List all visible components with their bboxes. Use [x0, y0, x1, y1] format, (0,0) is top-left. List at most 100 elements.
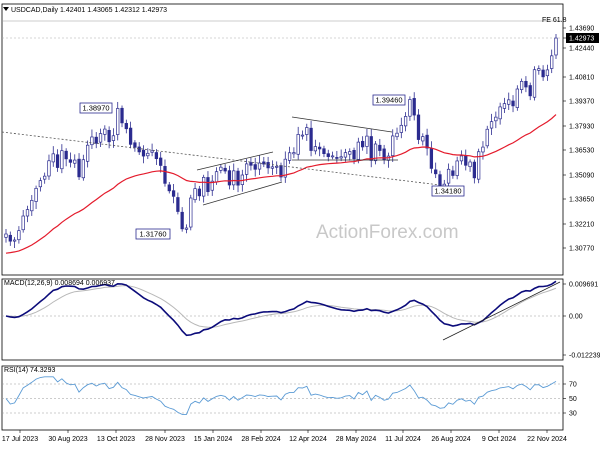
candle-body [98, 133, 103, 143]
candle-body [38, 180, 43, 188]
channel-upper-trendline [196, 151, 274, 171]
swing-label: 1.38970 [82, 104, 109, 113]
last-price-label: 1.42973 [569, 36, 594, 43]
price-axis-label: 1.39370 [569, 99, 594, 106]
candle-body [494, 116, 498, 122]
candle-body [485, 128, 489, 147]
candle-body [348, 151, 352, 155]
candle-body [275, 165, 279, 168]
candle-body [515, 88, 519, 108]
candle-body [4, 233, 8, 238]
swing-label-box [135, 228, 171, 240]
candle-body [502, 103, 507, 109]
macd-axis-label: 0.009691 [569, 282, 598, 289]
candle-body [356, 141, 360, 160]
candle-body [438, 174, 442, 187]
candle-body [309, 127, 313, 151]
axes: 1.43690 1.42973 1.42440 1.40810 1.39370 1.379… [2, 26, 600, 444]
chart-header: USDCAD,Daily 1.42401 1.43065 1.42312 1.4… [11, 7, 167, 14]
candle-body [111, 135, 116, 141]
price-axis-label: 1.30770 [569, 246, 594, 253]
candle-body [236, 170, 240, 186]
candle-body [318, 146, 322, 150]
candle-body [361, 140, 365, 148]
candle-body [434, 169, 438, 175]
candle-body [511, 100, 515, 107]
x-axis-label: 17 Jul 2023 [2, 436, 38, 443]
flag-upper-trendline [291, 116, 393, 133]
candle-body [459, 155, 464, 162]
candle-body [481, 146, 485, 153]
panel-frame [1, 3, 564, 276]
candle-body [159, 157, 163, 166]
x-axis-label: 15 Jan 2024 [194, 436, 233, 443]
candle-body [94, 136, 98, 144]
macd-title: MACD(12,26,9) 0.008694 0.006937 [4, 280, 115, 287]
candle-body [541, 69, 545, 78]
swing-label: 1.34180 [434, 187, 461, 196]
rsi-title: RSI(14) 74.3293 [4, 367, 55, 374]
candle-body [214, 171, 219, 183]
candle-body [391, 135, 395, 157]
price-axis-label: 1.40810 [569, 75, 594, 82]
candle-body [219, 166, 223, 171]
x-axis-label: 28 May 2024 [336, 436, 377, 443]
candle-body [51, 153, 55, 163]
candle-body [232, 170, 236, 186]
candle-body [210, 180, 214, 191]
fib-label: FE 61.8 [542, 17, 567, 24]
price-axis-label: 1.42440 [569, 46, 594, 53]
candle-body [477, 151, 481, 180]
long-dotted-trendline [1, 131, 441, 186]
candle-body [313, 146, 318, 152]
candle-body [30, 200, 34, 212]
swing-label-box [79, 102, 113, 114]
moving-average-line [5, 114, 557, 254]
candle-body [262, 161, 266, 165]
candle-body [335, 157, 339, 159]
candle-body [25, 209, 30, 217]
macd-panel [5, 280, 561, 341]
annotations: 1.38970 1.31760 1.39460 1.34180 [79, 94, 465, 240]
candle-body [322, 148, 326, 154]
panel-frame [1, 278, 564, 361]
candle-body [300, 134, 305, 137]
candle-body [296, 134, 300, 155]
candle-body [378, 144, 382, 151]
candle-body [554, 37, 558, 56]
candle-body [266, 162, 270, 169]
candle-body [403, 116, 408, 127]
candle-body [489, 121, 494, 129]
x-axis-label: 28 Nov 2023 [145, 436, 185, 443]
candle-body [120, 107, 124, 124]
candle-body [107, 129, 111, 143]
rsi-axis-label: 50 [569, 396, 577, 403]
candle-body [416, 114, 421, 140]
swing-label-box [431, 185, 465, 197]
candle-body [446, 168, 451, 184]
candle-body [249, 162, 253, 166]
candle-body [468, 161, 472, 168]
rsi-axis-label: 30 [569, 411, 577, 418]
candle-body [537, 68, 541, 71]
x-axis-label: 11 Jul 2024 [385, 436, 421, 443]
x-axis-label: 26 Aug 2024 [431, 436, 470, 443]
candle-body [68, 159, 73, 163]
price-axis-label: 1.43690 [569, 26, 594, 33]
x-axis-label: 22 Nov 2024 [527, 436, 567, 443]
macd-trendline [442, 281, 561, 341]
x-axis-label: 13 Oct 2023 [97, 436, 135, 443]
rsi-line [5, 376, 557, 415]
watermark: ActionForex.com [316, 222, 459, 243]
candle-body [408, 99, 412, 117]
candle-body [124, 123, 128, 130]
candle-body [206, 177, 210, 193]
price-axis-label: 1.32210 [569, 222, 594, 229]
candle-body [365, 135, 369, 147]
candle-body [141, 149, 146, 157]
x-axis-label: 28 Feb 2024 [241, 436, 280, 443]
channel-lower-trendline [202, 181, 283, 206]
candle-body [343, 152, 348, 158]
candle-body [270, 166, 275, 169]
